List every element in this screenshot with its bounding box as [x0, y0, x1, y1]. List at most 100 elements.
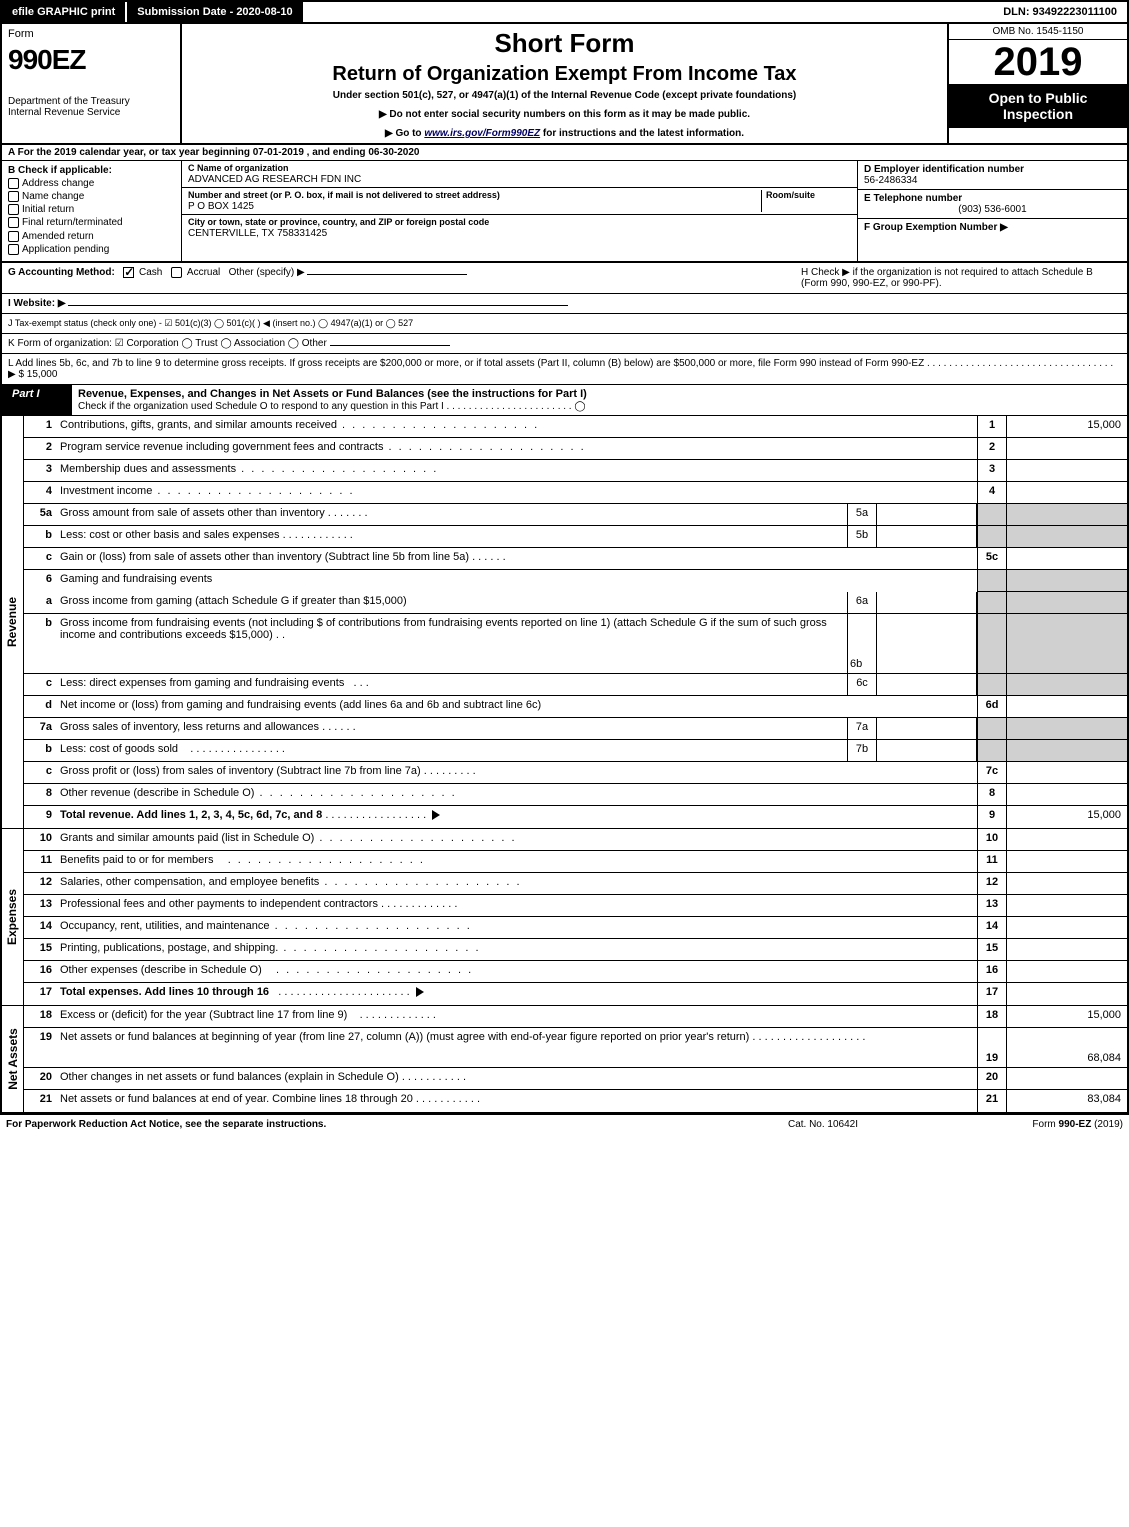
netassets-lines: 18Excess or (deficit) for the year (Subt…	[24, 1006, 1127, 1112]
header-right: OMB No. 1545-1150 2019 Open to Public In…	[947, 24, 1127, 143]
expenses-side-label: Expenses	[2, 829, 24, 1005]
chk-initial-return[interactable]: Initial return	[8, 204, 175, 215]
d-label: D Employer identification number	[864, 164, 1024, 175]
section-def: D Employer identification number 56-2486…	[857, 161, 1127, 261]
part1-bar: Part I Revenue, Expenses, and Changes in…	[0, 385, 1129, 416]
line-19: 19Net assets or fund balances at beginni…	[24, 1028, 1127, 1068]
line-8: 8Other revenue (describe in Schedule O)8	[24, 784, 1127, 806]
paperwork-notice: For Paperwork Reduction Act Notice, see …	[6, 1119, 723, 1130]
line-5b: bLess: cost or other basis and sales exp…	[24, 526, 1127, 548]
line-5c: cGain or (loss) from sale of assets othe…	[24, 548, 1127, 570]
irs-link[interactable]: www.irs.gov/Form990EZ	[424, 128, 540, 139]
subtitle: Under section 501(c), 527, or 4947(a)(1)…	[186, 90, 943, 101]
line-18: 18Excess or (deficit) for the year (Subt…	[24, 1006, 1127, 1028]
form-word: Form	[8, 28, 174, 40]
page-footer: For Paperwork Reduction Act Notice, see …	[0, 1114, 1129, 1134]
dln-label: DLN: 93492223011100	[993, 2, 1127, 22]
line-3: 3Membership dues and assessments3	[24, 460, 1127, 482]
cat-no: Cat. No. 10642I	[723, 1119, 923, 1130]
line-6c: cLess: direct expenses from gaming and f…	[24, 674, 1127, 696]
line-17: 17Total expenses. Add lines 10 through 1…	[24, 983, 1127, 1005]
line-2: 2Program service revenue including gover…	[24, 438, 1127, 460]
line-10: 10Grants and similar amounts paid (list …	[24, 829, 1127, 851]
city-val: CENTERVILLE, TX 758331425	[188, 228, 327, 239]
revenue-grid: Revenue 1Contributions, gifts, grants, a…	[0, 416, 1129, 829]
line-6: 6Gaming and fundraising events	[24, 570, 1127, 592]
d-row: D Employer identification number 56-2486…	[858, 161, 1127, 190]
netassets-side-label: Net Assets	[2, 1006, 24, 1112]
line-g-h: G Accounting Method: Cash Accrual Other …	[0, 263, 1129, 294]
c-city-row: City or town, state or province, country…	[182, 215, 857, 241]
omb-number: OMB No. 1545-1150	[949, 24, 1127, 40]
header-left: Form 990EZ Department of the Treasury In…	[2, 24, 182, 143]
phone-val: (903) 536-6001	[864, 204, 1121, 215]
note-link: ▶ Go to www.irs.gov/Form990EZ for instru…	[186, 128, 943, 139]
line-7a: 7aGross sales of inventory, less returns…	[24, 718, 1127, 740]
line-k: K Form of organization: ☑ Corporation ◯ …	[0, 334, 1129, 354]
title-short-form: Short Form	[186, 28, 943, 59]
addr-val: P O BOX 1425	[188, 201, 254, 212]
line-1: 1Contributions, gifts, grants, and simil…	[24, 416, 1127, 438]
part1-tag: Part I	[2, 385, 72, 415]
arrow-icon	[432, 810, 440, 820]
line-j: J Tax-exempt status (check only one) - ☑…	[0, 314, 1129, 334]
chk-address-change[interactable]: Address change	[8, 178, 175, 189]
header-center: Short Form Return of Organization Exempt…	[182, 24, 947, 143]
section-b-label: B Check if applicable:	[8, 165, 175, 176]
e-label: E Telephone number	[864, 193, 962, 204]
city-label: City or town, state or province, country…	[188, 217, 489, 227]
line-i: I Website: ▶	[0, 294, 1129, 314]
line-21: 21Net assets or fund balances at end of …	[24, 1090, 1127, 1112]
chk-final-return[interactable]: Final return/terminated	[8, 217, 175, 228]
c-name-row: C Name of organization ADVANCED AG RESEA…	[182, 161, 857, 188]
expenses-grid: Expenses 10Grants and similar amounts pa…	[0, 829, 1129, 1006]
form-number: 990EZ	[8, 44, 174, 76]
line-h: H Check ▶ if the organization is not req…	[801, 267, 1121, 289]
chk-cash[interactable]	[123, 267, 134, 278]
room-label: Room/suite	[766, 190, 815, 200]
line-g: G Accounting Method: Cash Accrual Other …	[8, 267, 801, 289]
line-5a: 5aGross amount from sale of assets other…	[24, 504, 1127, 526]
line-6d: dNet income or (loss) from gaming and fu…	[24, 696, 1127, 718]
top-bar: efile GRAPHIC print Submission Date - 20…	[0, 0, 1129, 24]
part1-title: Revenue, Expenses, and Changes in Net As…	[72, 385, 1127, 415]
line-20: 20Other changes in net assets or fund ba…	[24, 1068, 1127, 1090]
line-9: 9Total revenue. Add lines 1, 2, 3, 4, 5c…	[24, 806, 1127, 828]
tax-year: 2019	[949, 40, 1127, 84]
ein-val: 56-2486334	[864, 175, 917, 186]
revenue-side-label: Revenue	[2, 416, 24, 828]
efile-graphic-print[interactable]: efile GRAPHIC print	[2, 2, 127, 22]
open-to-public: Open to Public Inspection	[949, 84, 1127, 128]
form-header: Form 990EZ Department of the Treasury In…	[0, 24, 1129, 145]
spacer	[303, 2, 994, 22]
c-addr-row: Number and street (or P. O. box, if mail…	[182, 188, 857, 215]
chk-accrual[interactable]	[171, 267, 182, 278]
f-row: F Group Exemption Number ▶	[858, 219, 1127, 236]
note-prefix: ▶ Go to	[385, 128, 424, 139]
department-label: Department of the Treasury Internal Reve…	[8, 96, 174, 118]
f-label: F Group Exemption Number ▶	[864, 222, 1008, 233]
info-block: B Check if applicable: Address change Na…	[0, 161, 1129, 263]
line-15: 15Printing, publications, postage, and s…	[24, 939, 1127, 961]
line-l: L Add lines 5b, 6c, and 7b to line 9 to …	[0, 354, 1129, 385]
chk-application-pending[interactable]: Application pending	[8, 244, 175, 255]
section-b: B Check if applicable: Address change Na…	[2, 161, 182, 261]
submission-date: Submission Date - 2020-08-10	[127, 2, 302, 22]
c-label: C Name of organization	[188, 163, 289, 173]
addr-label: Number and street (or P. O. box, if mail…	[188, 190, 500, 200]
period-line: A For the 2019 calendar year, or tax yea…	[0, 145, 1129, 161]
chk-name-change[interactable]: Name change	[8, 191, 175, 202]
form-page-label: Form 990-EZ (2019)	[923, 1119, 1123, 1130]
line-14: 14Occupancy, rent, utilities, and mainte…	[24, 917, 1127, 939]
org-name: ADVANCED AG RESEARCH FDN INC	[188, 174, 361, 185]
chk-amended[interactable]: Amended return	[8, 231, 175, 242]
title-return: Return of Organization Exempt From Incom…	[186, 63, 943, 86]
line-11: 11Benefits paid to or for members 11	[24, 851, 1127, 873]
line-16: 16Other expenses (describe in Schedule O…	[24, 961, 1127, 983]
line-7b: bLess: cost of goods sold . . . . . . . …	[24, 740, 1127, 762]
e-row: E Telephone number (903) 536-6001	[858, 190, 1127, 219]
line-7c: cGross profit or (loss) from sales of in…	[24, 762, 1127, 784]
line-4: 4Investment income4	[24, 482, 1127, 504]
revenue-lines: 1Contributions, gifts, grants, and simil…	[24, 416, 1127, 828]
line-13: 13Professional fees and other payments t…	[24, 895, 1127, 917]
